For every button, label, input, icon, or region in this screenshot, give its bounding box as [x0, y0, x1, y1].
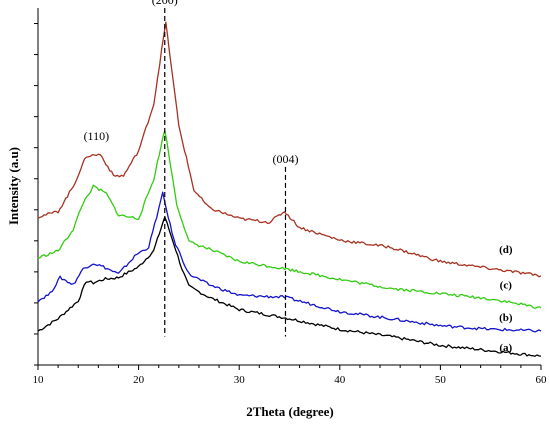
- x-tick-label: 50: [435, 374, 447, 386]
- series-labels: (a) (b) (c) (d): [499, 244, 513, 354]
- series-line-1: [37, 191, 542, 333]
- x-tick-label: 40: [334, 374, 346, 386]
- x-ticks: 10 20 30 40 50 60: [33, 365, 548, 386]
- x-tick-label: 60: [536, 374, 548, 386]
- y-ticks: [34, 23, 38, 366]
- x-tick-label: 10: [33, 374, 45, 386]
- series-label-2: (c): [500, 280, 513, 292]
- series-line-3: [37, 21, 542, 278]
- x-tick-label: 30: [234, 374, 246, 386]
- series-group: [37, 21, 542, 357]
- series-line-0: [37, 216, 542, 357]
- annotation-label-0: (200): [152, 0, 178, 7]
- series-label-0: (a): [499, 342, 512, 354]
- x-axis-title: 2Theta (degree): [246, 404, 333, 419]
- x-tick-label: 20: [133, 374, 145, 386]
- series-label-1: (b): [499, 312, 513, 324]
- series-label-3: (d): [499, 244, 513, 256]
- annotation-label-1: (110): [84, 129, 110, 143]
- series-line-2: [38, 130, 542, 309]
- annotations: (200) (110) (004): [84, 0, 298, 337]
- plot-area: [37, 8, 541, 366]
- y-axis-title: Intensity (a.u): [6, 147, 21, 225]
- annotation-label-2: (004): [272, 152, 298, 166]
